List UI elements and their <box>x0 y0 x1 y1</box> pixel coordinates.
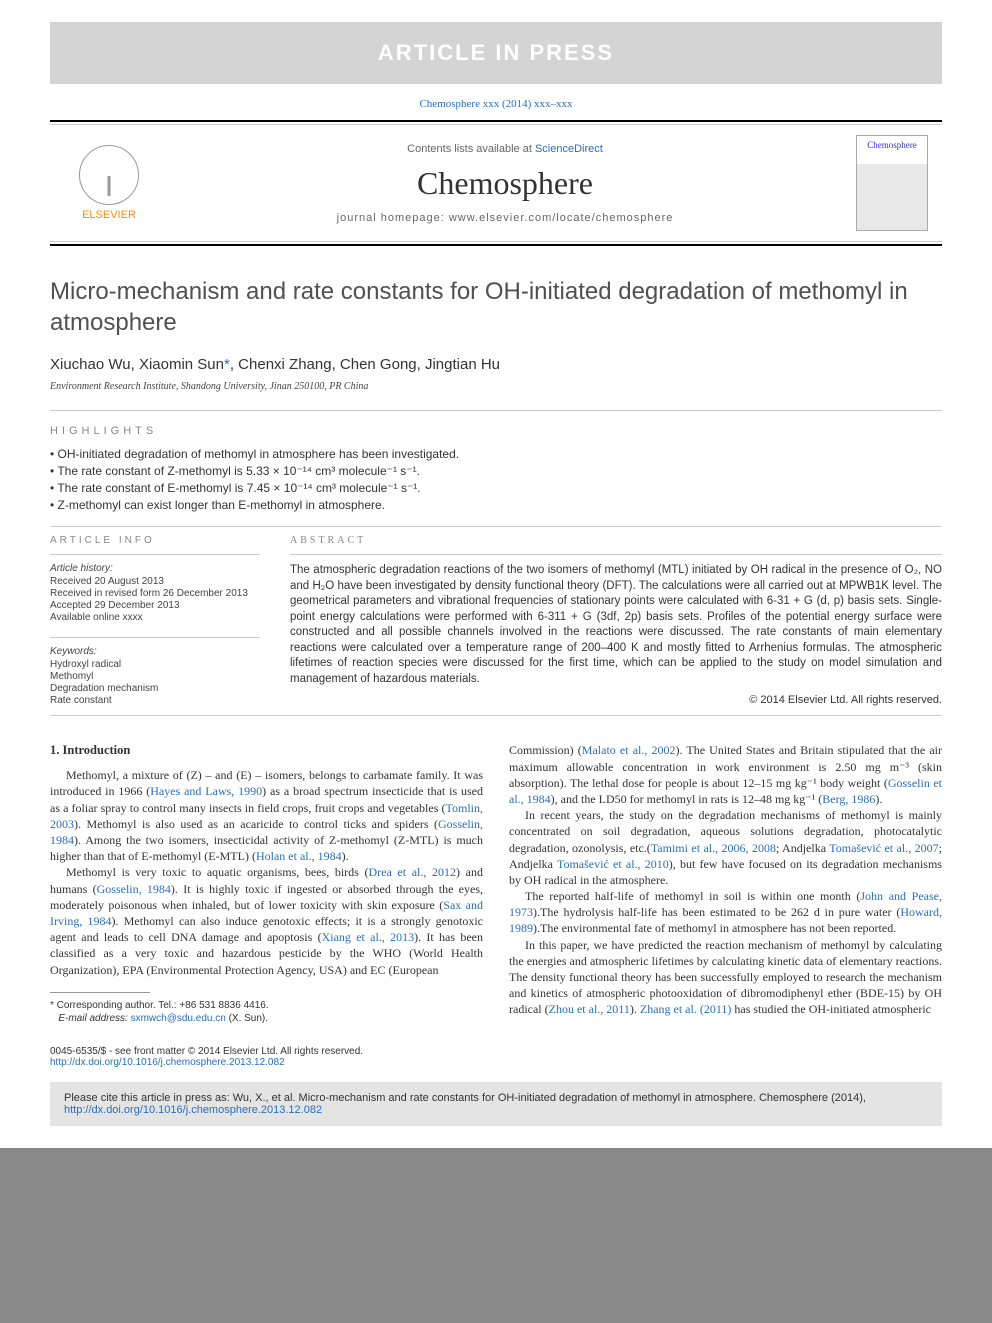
keyword: Methomyl <box>50 671 260 682</box>
homepage-url: www.elsevier.com/locate/chemosphere <box>449 212 674 224</box>
citation: Berg, 1986 <box>822 792 875 806</box>
authors-post: , Chenxi Zhang, Chen Gong, Jingtian Hu <box>230 356 500 373</box>
content-area: Micro-mechanism and rate constants for O… <box>0 246 992 1036</box>
divider <box>50 410 942 411</box>
keyword: Rate constant <box>50 695 260 706</box>
highlight-item: The rate constant of E-methomyl is 7.45 … <box>50 481 942 495</box>
elsevier-logo: ELSEVIER <box>64 138 154 228</box>
journal-cover-thumbnail: Chemosphere <box>856 135 928 231</box>
footer-doi-link[interactable]: http://dx.doi.org/10.1016/j.chemosphere.… <box>50 1057 285 1068</box>
citation: Tomašević et al., 2010 <box>557 857 669 871</box>
info-abstract-row: ARTICLE INFO Article history: Received 2… <box>50 535 942 707</box>
article-info-label: ARTICLE INFO <box>50 535 260 546</box>
authors: Xiuchao Wu, Xiaomin Sun*, Chenxi Zhang, … <box>50 356 942 373</box>
citation-box: Please cite this article in press as: Wu… <box>50 1082 942 1126</box>
body-paragraph: Methomyl is very toxic to aquatic organi… <box>50 864 483 977</box>
homepage-prefix: journal homepage: <box>337 212 449 224</box>
citation-doi-link[interactable]: http://dx.doi.org/10.1016/j.chemosphere.… <box>64 1104 322 1116</box>
article-in-press-banner: ARTICLE IN PRESS <box>50 22 942 84</box>
journal-homepage-line: journal homepage: www.elsevier.com/locat… <box>168 212 842 224</box>
highlight-item: Z-methomyl can exist longer than E-metho… <box>50 498 942 512</box>
citation: Zhou et al., 2011 <box>549 1002 630 1016</box>
divider <box>50 715 942 716</box>
article-info-column: ARTICLE INFO Article history: Received 2… <box>50 535 260 707</box>
body-paragraph: In this paper, we have predicted the rea… <box>509 937 942 1018</box>
citation: Holan et al., 1984 <box>256 849 342 863</box>
elsevier-tree-icon <box>79 145 139 205</box>
citation: Xiang et al., 2013 <box>322 930 415 944</box>
citation-text: Please cite this article in press as: Wu… <box>64 1092 866 1104</box>
body-paragraph: Commission) (Malato et al., 2002). The U… <box>509 742 942 807</box>
divider <box>50 554 260 555</box>
highlights-label: HIGHLIGHTS <box>50 425 942 437</box>
highlight-item: OH-initiated degradation of methomyl in … <box>50 447 942 461</box>
journal-ref-link[interactable]: Chemosphere xxx (2014) xxx–xxx <box>419 98 572 110</box>
contents-available-line: Contents lists available at ScienceDirec… <box>168 143 842 155</box>
introduction-heading: 1. Introduction <box>50 742 483 759</box>
page: ARTICLE IN PRESS Chemosphere xxx (2014) … <box>0 0 992 1148</box>
divider <box>290 554 942 555</box>
received-date: Received 20 August 2013 <box>50 576 260 587</box>
article-title: Micro-mechanism and rate constants for O… <box>50 276 942 338</box>
highlights-list: OH-initiated degradation of methomyl in … <box>50 447 942 512</box>
body-paragraph: In recent years, the study on the degrad… <box>509 807 942 888</box>
abstract-copyright: © 2014 Elsevier Ltd. All rights reserved… <box>290 694 942 706</box>
header-center: Contents lists available at ScienceDirec… <box>168 143 842 224</box>
abstract-text: The atmospheric degradation reactions of… <box>290 563 942 687</box>
body-column-left: 1. Introduction Methomyl, a mixture of (… <box>50 742 483 1025</box>
body-paragraph: Methomyl, a mixture of (Z) – and (E) – i… <box>50 767 483 864</box>
citation: Gosselin, 1984 <box>97 882 171 896</box>
footer-bar: 0045-6535/$ - see front matter © 2014 El… <box>50 1046 942 1068</box>
citation: Malato et al., 2002 <box>582 743 676 757</box>
body-columns: 1. Introduction Methomyl, a mixture of (… <box>50 742 942 1025</box>
email-label: E-mail address: <box>58 1013 130 1024</box>
body-paragraph: The reported half-life of methomyl in so… <box>509 888 942 937</box>
divider <box>50 526 942 527</box>
citation: Drea et al., 2012 <box>368 865 456 879</box>
abstract-label: ABSTRACT <box>290 535 942 546</box>
authors-pre: Xiuchao Wu, Xiaomin Sun <box>50 356 224 373</box>
divider <box>50 637 260 638</box>
email-suffix: (X. Sun). <box>226 1013 268 1024</box>
journal-cover-title: Chemosphere <box>867 140 917 150</box>
keywords-block: Keywords: Hydroxyl radical Methomyl Degr… <box>50 637 260 706</box>
keyword: Degradation mechanism <box>50 683 260 694</box>
sciencedirect-link[interactable]: ScienceDirect <box>535 143 603 155</box>
revised-date: Received in revised form 26 December 201… <box>50 588 260 599</box>
journal-header: ELSEVIER Contents lists available at Sci… <box>50 120 942 246</box>
footnote-separator <box>50 992 150 993</box>
elsevier-label: ELSEVIER <box>82 209 136 221</box>
journal-reference-line: Chemosphere xxx (2014) xxx–xxx <box>0 84 992 120</box>
email-link[interactable]: sxmwch@sdu.edu.cn <box>131 1013 226 1024</box>
journal-header-inner: ELSEVIER Contents lists available at Sci… <box>50 124 942 242</box>
email-footnote: E-mail address: sxmwch@sdu.edu.cn (X. Su… <box>50 1012 483 1026</box>
accepted-date: Accepted 29 December 2013 <box>50 600 260 611</box>
article-history-label: Article history: <box>50 563 260 574</box>
online-date: Available online xxxx <box>50 612 260 623</box>
citation: Zhang et al. (2011) <box>640 1002 732 1016</box>
affiliation: Environment Research Institute, Shandong… <box>50 381 942 392</box>
footer-copyright: 0045-6535/$ - see front matter © 2014 El… <box>50 1046 942 1057</box>
keyword: Hydroxyl radical <box>50 659 260 670</box>
citation: Tamimi et al., 2006, 2008 <box>651 841 776 855</box>
keywords-label: Keywords: <box>50 646 260 657</box>
highlight-item: The rate constant of Z-methomyl is 5.33 … <box>50 464 942 478</box>
body-column-right: Commission) (Malato et al., 2002). The U… <box>509 742 942 1025</box>
citation: Tomašević et al., 2007 <box>829 841 938 855</box>
journal-name: Chemosphere <box>168 165 842 202</box>
corresponding-footnote: * Corresponding author. Tel.: +86 531 88… <box>50 999 483 1013</box>
contents-prefix: Contents lists available at <box>407 143 535 155</box>
citation: Hayes and Laws, 1990 <box>150 784 262 798</box>
abstract-column: ABSTRACT The atmospheric degradation rea… <box>290 535 942 707</box>
